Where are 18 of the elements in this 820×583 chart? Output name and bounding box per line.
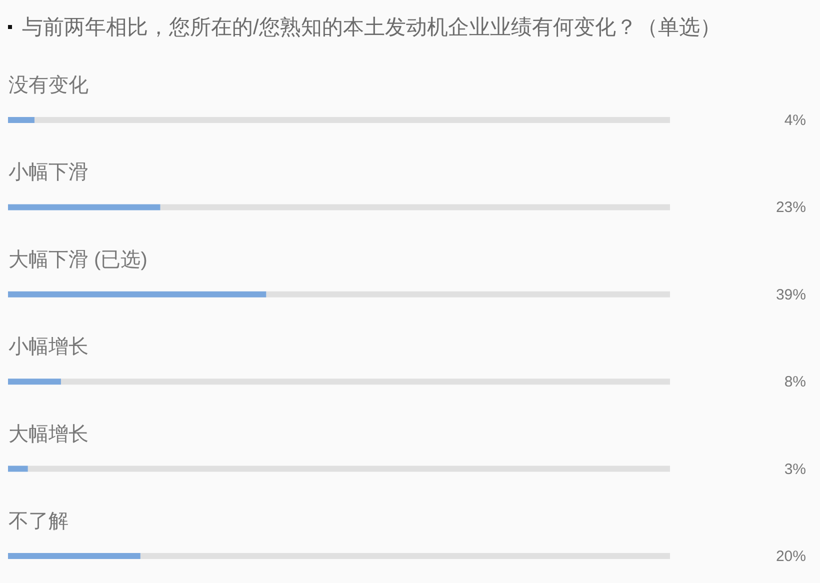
- bar: [8, 378, 61, 385]
- chart-title: 与前两年相比，您所在的/您熟知的本土发动机企业业绩有何变化？（单选）: [22, 16, 721, 39]
- data-label: 3%: [784, 460, 806, 478]
- data-label: 8%: [784, 374, 806, 391]
- y-tick-label: 小幅下滑: [8, 162, 88, 184]
- y-tick-label: 没有变化: [8, 74, 88, 96]
- bar: [8, 553, 140, 559]
- data-label: 20%: [776, 548, 806, 565]
- bar: [8, 204, 160, 210]
- data-label: 39%: [776, 286, 806, 304]
- data-label: 4%: [784, 112, 806, 129]
- y-tick-label: 大幅增长: [8, 423, 88, 446]
- bar: [8, 117, 34, 123]
- y-tick-label: 小幅增长: [8, 336, 88, 358]
- bar: [8, 466, 28, 472]
- y-tick-label: 大幅下滑 (已选): [8, 248, 148, 271]
- data-label: 23%: [776, 199, 806, 216]
- y-tick-label: 不了解: [8, 510, 68, 532]
